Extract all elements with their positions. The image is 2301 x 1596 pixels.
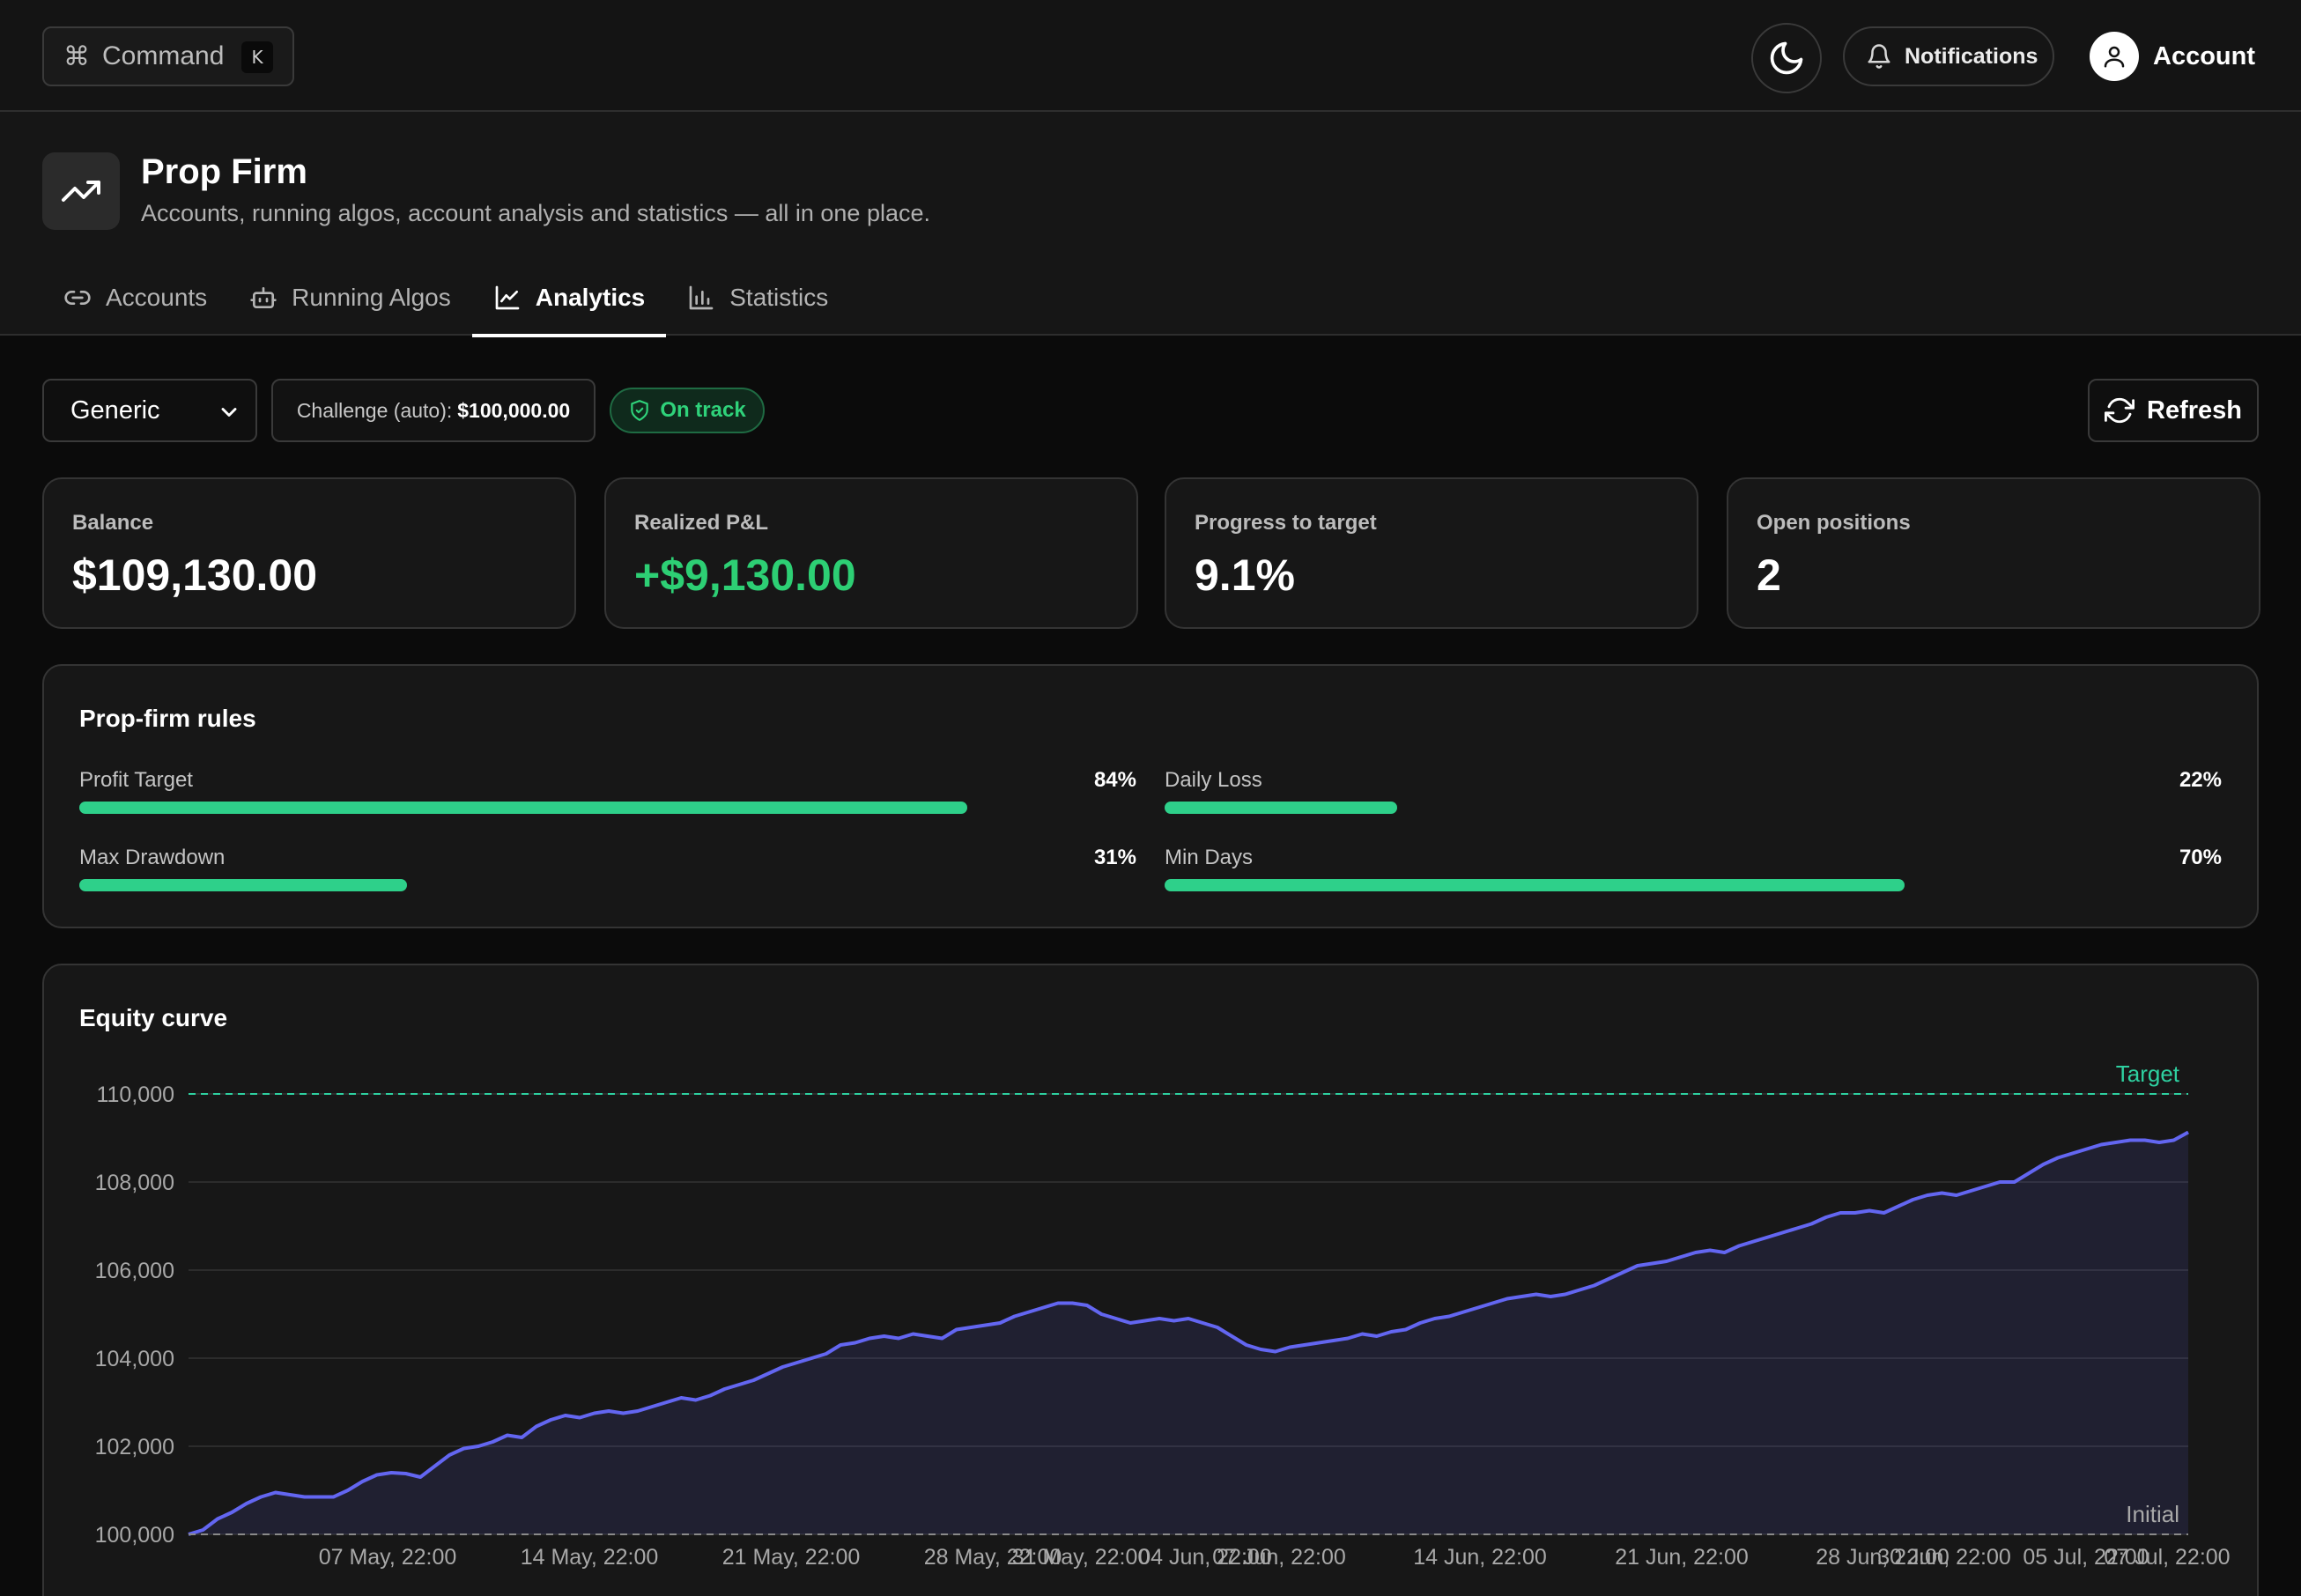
- y-tick-label: 108,000: [95, 1171, 174, 1195]
- x-tick-label: 05 Jul, 22:00: [2023, 1545, 2149, 1570]
- y-tick-label: 106,000: [95, 1259, 174, 1283]
- x-tick-label: 21 May, 22:00: [722, 1545, 861, 1570]
- rule-progress-bar: [79, 802, 967, 814]
- tab-bar: Accounts Running Algos Analytics Statist…: [42, 260, 849, 337]
- link-icon: [64, 291, 91, 305]
- command-icon: ⌘: [63, 41, 90, 71]
- rule-percent: 22%: [2179, 768, 2222, 792]
- user-icon: [2104, 46, 2125, 68]
- y-tick-label: 100,000: [95, 1523, 174, 1548]
- refresh-button[interactable]: Refresh: [2088, 379, 2259, 442]
- account-label: Account: [2153, 41, 2255, 70]
- kpi-card-balance: Balance $109,130.00: [42, 477, 576, 629]
- y-tick-label: 102,000: [95, 1435, 174, 1459]
- kpi-label: Balance: [72, 511, 154, 535]
- rule-progress-bar: [1165, 802, 1397, 814]
- page-subtitle: Accounts, running algos, account analysi…: [141, 200, 930, 226]
- kpi-value: 9.1%: [1195, 550, 1295, 600]
- tab-statistics-label: Statistics: [729, 284, 829, 311]
- rule-label: Min Days: [1165, 846, 1254, 869]
- shield-check-icon: [631, 400, 649, 421]
- rules-title: Prop-firm rules: [79, 705, 256, 732]
- app-logo: [42, 152, 120, 230]
- x-tick-label: 30 Jun, 22:00: [1877, 1545, 2011, 1570]
- initial-label: Initial: [2126, 1501, 2179, 1527]
- equity-line: [188, 1130, 2189, 1536]
- account-type-select[interactable]: Generic: [42, 379, 257, 442]
- prop-firm-rules-card: Prop-firm rules Profit Target 84% Daily …: [42, 664, 2259, 928]
- account-button[interactable]: Account: [2090, 30, 2255, 83]
- equity-area: [189, 1132, 2188, 1534]
- refresh-icon: [2105, 397, 2135, 424]
- x-tick-label: 31 May, 22:00: [1012, 1545, 1150, 1570]
- rule-percent: 31%: [1093, 846, 1136, 869]
- x-tick-label: 04 Jun, 22:00: [1138, 1545, 1272, 1570]
- chevron-down-icon: [221, 408, 237, 417]
- refresh-label: Refresh: [2147, 395, 2242, 425]
- tab-accounts-label: Accounts: [106, 284, 208, 311]
- x-tick-label: 07 Jul, 22:00: [2104, 1545, 2230, 1570]
- rule-label: Max Drawdown: [79, 846, 226, 869]
- status-badge-label: On track: [660, 398, 746, 422]
- kpi-label: Realized P&L: [634, 511, 769, 535]
- trending-up-icon: [62, 181, 100, 202]
- kpi-card-realized-pnl: Realized P&L +$9,130.00: [604, 477, 1138, 629]
- equity-curve-card: Equity curve 110,000 108,000 106,000 104,00…: [42, 964, 2259, 1596]
- top-bar: ⌘ Command K Notifications Account: [0, 0, 2301, 112]
- kpi-label: Progress to target: [1195, 511, 1377, 535]
- bot-icon: [250, 287, 277, 308]
- kpi-value: $109,130.00: [72, 550, 318, 600]
- x-tick-label: 14 Jun, 22:00: [1413, 1545, 1547, 1570]
- avatar: [2090, 32, 2139, 81]
- notifications-button[interactable]: Notifications: [1843, 26, 2054, 86]
- x-tick-label: 07 May, 22:00: [319, 1545, 457, 1570]
- rule-label: Daily Loss: [1165, 768, 1262, 792]
- chart-title: Equity curve: [79, 1004, 228, 1031]
- kpi-label: Open positions: [1757, 511, 1911, 535]
- line-chart-icon: [495, 285, 520, 310]
- page-title: Prop Firm: [141, 152, 307, 191]
- status-badge: On track: [610, 388, 765, 433]
- tab-analytics[interactable]: Analytics: [471, 260, 667, 337]
- rule-label: Profit Target: [79, 768, 193, 792]
- x-tick-label: 28 May, 22:00: [924, 1545, 1062, 1570]
- tab-running-algos-label: Running Algos: [292, 284, 451, 311]
- tab-running-algos[interactable]: Running Algos: [228, 260, 472, 336]
- account-type-value: Generic: [70, 395, 160, 425]
- rule-progress-bar: [79, 879, 407, 891]
- tab-statistics[interactable]: Statistics: [666, 260, 849, 336]
- challenge-chip: Challenge (auto): $100,000.00: [271, 379, 596, 442]
- x-tick-label: 07 Jun, 22:00: [1212, 1545, 1346, 1570]
- rule-percent: 84%: [1093, 768, 1136, 792]
- y-tick-label: 104,000: [95, 1347, 174, 1371]
- equity-chart: 110,000 108,000 106,000 104,000 102,000 100,0…: [95, 1060, 2231, 1570]
- kpi-card-open-positions: Open positions 2: [1727, 477, 2260, 629]
- tab-accounts[interactable]: Accounts: [42, 260, 228, 336]
- rule-progress-bar: [1165, 879, 1905, 891]
- challenge-value: $100,000.00: [457, 398, 571, 422]
- kpi-value: +$9,130.00: [634, 550, 856, 600]
- tab-analytics-label: Analytics: [535, 284, 646, 311]
- notifications-label: Notifications: [1905, 43, 2038, 69]
- bell-icon: [1868, 44, 1890, 69]
- rule-percent: 70%: [2179, 846, 2222, 869]
- theme-toggle-button[interactable]: [1751, 23, 1822, 93]
- x-tick-label: 21 Jun, 22:00: [1615, 1545, 1749, 1570]
- x-tick-label: 28 Jun, 22:00: [1816, 1545, 1950, 1570]
- command-shortcut-key: K: [241, 41, 273, 73]
- command-palette-button[interactable]: ⌘ Command K: [42, 26, 294, 86]
- moon-icon: [1770, 41, 1803, 75]
- page-header: Prop Firm Accounts, running algos, accou…: [0, 112, 2301, 337]
- bar-chart-icon: [689, 285, 714, 310]
- x-tick-label: 14 May, 22:00: [521, 1545, 659, 1570]
- kpi-value: 2: [1757, 550, 1781, 600]
- y-tick-label: 110,000: [96, 1082, 174, 1107]
- challenge-label: Challenge (auto):: [296, 398, 453, 422]
- target-label: Target: [2116, 1060, 2180, 1087]
- command-label: Command: [102, 41, 225, 70]
- kpi-card-progress: Progress to target 9.1%: [1165, 477, 1698, 629]
